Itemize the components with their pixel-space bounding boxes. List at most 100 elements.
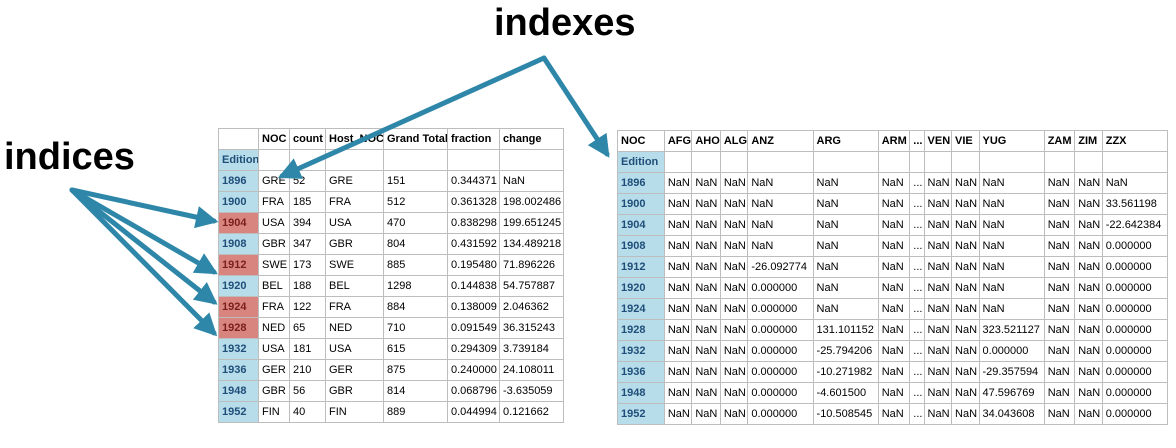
column-header: ZZX: [1101, 130, 1169, 152]
column-header: ZAM: [1043, 130, 1076, 152]
column-header: [218, 128, 259, 150]
column-header: AHO: [691, 130, 721, 152]
row-index-cell: 1904: [218, 212, 259, 234]
index-name-row: Edition: [218, 149, 564, 171]
table-cell: NaN: [1101, 172, 1169, 194]
table-cell: 885: [383, 254, 448, 276]
table-cell: ...: [909, 172, 925, 194]
table-cell: 0.838298: [447, 212, 500, 234]
table-cell: NaN: [951, 298, 980, 320]
table-cell: 0.000000: [747, 403, 814, 425]
table-cell: NaN: [1074, 298, 1103, 320]
table-cell: 814: [383, 380, 448, 402]
table-cell: 0.240000: [447, 359, 500, 381]
table-cell: NaN: [663, 340, 693, 362]
table-cell: NaN: [978, 193, 1045, 215]
table-cell: 181: [289, 338, 326, 360]
column-header: Host_NOC: [325, 128, 384, 150]
table-cell: NaN: [719, 382, 749, 404]
table-cell: NaN: [1043, 382, 1076, 404]
index-name-cell: Edition: [218, 149, 259, 171]
table-cell: 0.138009: [447, 296, 500, 318]
empty-cell: [1043, 151, 1076, 173]
table-cell: NaN: [951, 172, 980, 194]
table-cell: NaN: [923, 298, 953, 320]
table-cell: ...: [909, 214, 925, 236]
table-cell: 3.739184: [499, 338, 564, 360]
table-row: 1928 NaN NaN NaN 0.000000 131.101152 NaN... NaN…: [617, 319, 1169, 341]
table-cell: NaN: [663, 361, 693, 383]
table-cell: USA: [258, 212, 290, 234]
table-row: 1928 NED 65 NED 710 0.091549 36.315243: [218, 317, 564, 339]
table-cell: 56: [289, 380, 326, 402]
row-index-cell: 1920: [218, 275, 259, 297]
table-cell: SWE: [325, 254, 384, 276]
table-cell: NaN: [877, 172, 911, 194]
table-cell: ...: [909, 235, 925, 257]
table-row: 1896 GRE 52 GRE 151 0.344371 NaN: [218, 170, 564, 192]
table-cell: NaN: [719, 277, 749, 299]
table-cell: 185: [289, 191, 326, 213]
table-cell: 0.000000: [1101, 298, 1169, 320]
table-row: 1920 NaN NaN NaN 0.000000 NaN NaN... NaN NaN NaN N…: [617, 277, 1169, 299]
row-index-cell: 1912: [218, 254, 259, 276]
table-cell: 0.000000: [747, 340, 814, 362]
table-cell: NaN: [951, 382, 980, 404]
column-header: YUG: [978, 130, 1045, 152]
table-cell: NaN: [877, 277, 911, 299]
table-cell: 0.000000: [1101, 403, 1169, 425]
table-cell: 36.315243: [499, 317, 564, 339]
table-cell: 394: [289, 212, 326, 234]
table-cell: NaN: [719, 361, 749, 383]
table-row: 1932 USA 181 USA 615 0.294309 3.739184: [218, 338, 564, 360]
table-cell: NaN: [951, 361, 980, 383]
table-cell: GRE: [258, 170, 290, 192]
table-cell: 0.000000: [1101, 340, 1169, 362]
column-header: VIE: [951, 130, 980, 152]
table-cell: NaN: [691, 277, 721, 299]
table-cell: NED: [258, 317, 290, 339]
table-cell: 0.000000: [747, 382, 814, 404]
table-cell: 52: [289, 170, 326, 192]
table-cell: NaN: [691, 235, 721, 257]
row-index-cell: 1908: [617, 235, 665, 257]
table-cell: 0.000000: [1101, 361, 1169, 383]
table-cell: USA: [325, 338, 384, 360]
table-cell: ...: [909, 340, 925, 362]
table-cell: 0.091549: [447, 317, 500, 339]
table-cell: -4.601500: [812, 382, 879, 404]
column-header: change: [499, 128, 564, 150]
table-row: 1924 NaN NaN NaN 0.000000 NaN NaN... NaN NaN NaN N…: [617, 298, 1169, 320]
row-index-cell: 1908: [218, 233, 259, 255]
table-cell: -3.635059: [499, 380, 564, 402]
table-cell: 0.000000: [1101, 319, 1169, 341]
table-cell: 347: [289, 233, 326, 255]
table-cell: NaN: [812, 256, 879, 278]
table-cell: NaN: [1074, 382, 1103, 404]
row-index-cell: 1924: [218, 296, 259, 318]
table-cell: 0.000000: [1101, 277, 1169, 299]
table-cell: NaN: [1074, 193, 1103, 215]
table-cell: NaN: [719, 298, 749, 320]
table-cell: -29.357594: [978, 361, 1045, 383]
table-cell: 889: [383, 401, 448, 423]
table-cell: NaN: [1074, 256, 1103, 278]
table-cell: 40: [289, 401, 326, 423]
table-cell: NaN: [691, 382, 721, 404]
column-header: ARM: [877, 130, 911, 152]
column-header: NOC: [258, 128, 290, 150]
table-cell: 0.121662: [499, 401, 564, 423]
table-cell: NaN: [691, 172, 721, 194]
table-cell: FRA: [258, 296, 290, 318]
table-cell: NaN: [877, 382, 911, 404]
table-cell: 0.068796: [447, 380, 500, 402]
table-cell: 65: [289, 317, 326, 339]
header-row: NOC AFG AHO ALG ANZ ARG ARM... VEN VIE YUG ZAM ZIM Z…: [617, 130, 1169, 152]
table-cell: 804: [383, 233, 448, 255]
table-cell: NaN: [923, 403, 953, 425]
table-cell: NaN: [719, 172, 749, 194]
table-cell: NaN: [1043, 361, 1076, 383]
table-cell: 0.000000: [747, 361, 814, 383]
table-cell: BEL: [325, 275, 384, 297]
row-index-cell: 1948: [218, 380, 259, 402]
